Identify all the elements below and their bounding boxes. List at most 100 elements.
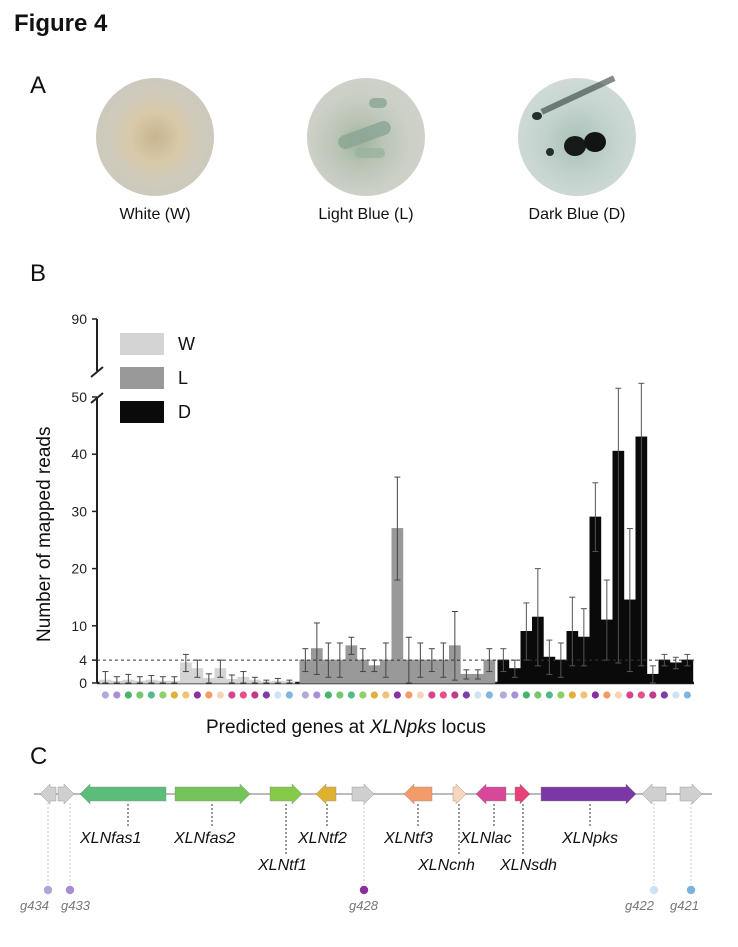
gene-dot (614, 691, 622, 699)
x-axis-label: Predicted genes at XLNpks locus (206, 717, 486, 739)
gene-dot (522, 691, 530, 699)
flank-arrow-g421 (679, 783, 703, 805)
x-axis-label-prefix: Predicted genes at (206, 717, 370, 738)
gene-dot (568, 691, 576, 699)
gene-dot (580, 691, 588, 699)
gene-dot (347, 691, 355, 699)
legend-swatch-w (120, 333, 164, 355)
y-tick-label: 0 (79, 675, 87, 691)
figure-title: Figure 4 (14, 10, 108, 37)
gene-dot (603, 691, 611, 699)
y-tick-label: 4 (79, 652, 87, 668)
gene-dot (557, 691, 565, 699)
gene-dot (205, 691, 213, 699)
dark-blue-culture-photo (518, 75, 636, 196)
gene-dot (285, 691, 293, 699)
gene-dot (626, 691, 634, 699)
y-tick-label: 50 (71, 389, 87, 405)
gene-label-xlnlac: XLNlac (460, 830, 512, 847)
gene-dot (251, 691, 259, 699)
gene-label-xlnfas1: XLNfas1 (80, 830, 142, 847)
flank-arrow-g422 (641, 783, 667, 805)
flank-label-g428: g428 (349, 898, 378, 913)
gene-dot (499, 691, 507, 699)
gene-dot (193, 691, 201, 699)
gene-dot (170, 691, 178, 699)
gene-dot (672, 691, 680, 699)
flank-dot-g433 (65, 885, 75, 895)
legend-label-d: D (178, 402, 191, 422)
gene-dot (439, 691, 447, 699)
gene-label-xlncnh: XLNcnh (418, 857, 475, 874)
gene-dot (416, 691, 424, 699)
gene-arrow-xlnsdh (514, 783, 531, 805)
y-tick-label: 30 (71, 503, 87, 519)
x-axis-label-italic: XLNpks (369, 717, 437, 738)
gene-label-xlntf1: XLNtf1 (258, 857, 307, 874)
gene-dot (216, 691, 224, 699)
gene-arrow-xlntf3 (403, 783, 433, 805)
gene-dot (462, 691, 470, 699)
gene-dot (124, 691, 132, 699)
gene-dot (451, 691, 459, 699)
gene-label-xlntf3: XLNtf3 (384, 830, 433, 847)
gene-dot (591, 691, 599, 699)
legend-label-l: L (178, 368, 189, 388)
gene-dot (405, 691, 413, 699)
flank-arrow-g428 (351, 783, 375, 805)
flank-label-g433: g433 (61, 898, 90, 913)
gene-arrow-xlntf1 (269, 783, 303, 805)
gene-dot (511, 691, 519, 699)
flank-dot-g428 (359, 885, 369, 895)
gene-label-xlnsdh: XLNsdh (500, 857, 557, 874)
flank-label-g434: g434 (20, 898, 49, 913)
panel-c-letter: C (30, 743, 48, 770)
gene-label-xlnfas2: XLNfas2 (174, 830, 236, 847)
axis-break-mark-lower (90, 392, 104, 404)
gene-dot (182, 691, 190, 699)
gene-dot (428, 691, 436, 699)
white-culture-photo (96, 78, 214, 196)
gene-dot (534, 691, 542, 699)
axis-break-mark-upper (90, 366, 104, 378)
gene-dot (545, 691, 553, 699)
dark-blue-caption: Dark Blue (D) (528, 206, 626, 223)
flank-dot-g422 (649, 885, 659, 895)
gene-locus-diagram (34, 783, 712, 895)
gene-dot (147, 691, 155, 699)
gene-dot (101, 691, 109, 699)
gene-dot (336, 691, 344, 699)
gene-arrow-xlnpks (540, 783, 637, 805)
y-tick-label: 90 (71, 311, 87, 327)
gene-dot (660, 691, 668, 699)
gene-dot (370, 691, 378, 699)
x-axis-label-suffix: locus (436, 717, 486, 738)
gene-dot (393, 691, 401, 699)
gene-arrow-xlntf2 (315, 783, 337, 805)
gene-dot (637, 691, 645, 699)
y-tick-label: 20 (71, 561, 87, 577)
gene-dot (136, 691, 144, 699)
gene-dot (301, 691, 309, 699)
light-blue-culture-photo (307, 78, 425, 196)
gene-dot (382, 691, 390, 699)
gene-dot (313, 691, 321, 699)
y-tick-label: 40 (71, 446, 87, 462)
panel-b-letter: B (30, 260, 47, 287)
gene-dot (239, 691, 247, 699)
gene-dot (113, 691, 121, 699)
flank-label-g422: g422 (625, 898, 654, 913)
gene-label-xlnpks: XLNpks (562, 830, 619, 847)
gene-dot (683, 691, 691, 699)
flank-arrow-g433 (57, 783, 75, 805)
gene-dot (228, 691, 236, 699)
gene-dot (474, 691, 482, 699)
gene-label-xlntf2: XLNtf2 (298, 830, 347, 847)
gene-arrow-xlnfas2 (174, 783, 251, 805)
flank-label-g421: g421 (670, 898, 699, 913)
gene-dot (274, 691, 282, 699)
gene-dot (485, 691, 493, 699)
gene-arrow-xlnfas1 (79, 783, 167, 805)
gene-arrow-xlncnh (452, 783, 467, 805)
y-tick-label: 10 (71, 618, 87, 634)
